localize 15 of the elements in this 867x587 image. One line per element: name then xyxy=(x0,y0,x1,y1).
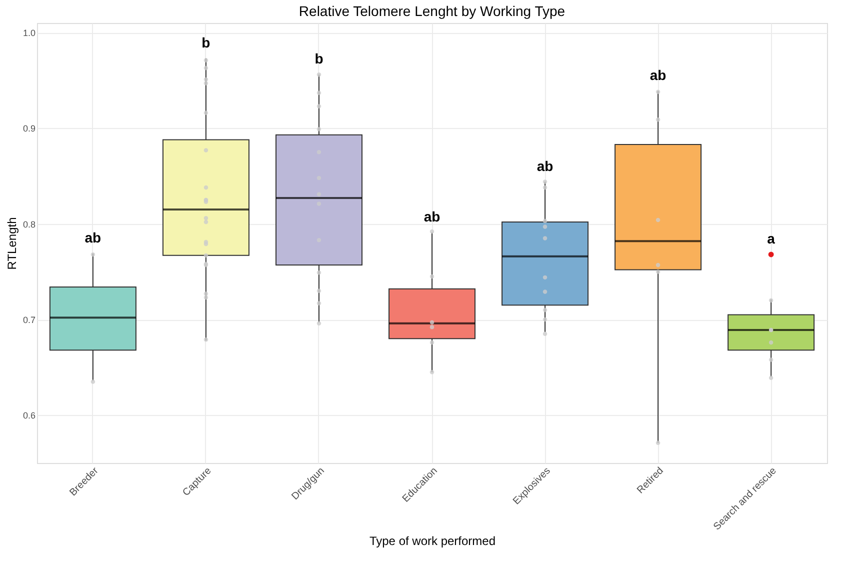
annotation: b xyxy=(202,34,210,50)
y-tick-label: 1.0 xyxy=(22,28,36,38)
y-tick-label: 0.6 xyxy=(22,410,36,421)
y-tick-label: 0.7 xyxy=(22,315,36,326)
annotation: ab xyxy=(424,208,440,224)
y-tick-label: 0.8 xyxy=(22,219,36,230)
x-axis-title: Type of work performed xyxy=(369,534,496,548)
y-axis-title: RTLength xyxy=(4,217,19,270)
annotation: ab xyxy=(536,158,554,174)
annotation: ab xyxy=(650,66,666,83)
annotation: a xyxy=(767,230,776,246)
annotation: b xyxy=(314,50,324,67)
annotation: ab xyxy=(84,230,102,246)
chart-title: Relative Telomere Lenght by Working Type xyxy=(298,3,566,19)
y-tick-label: 0.9 xyxy=(22,124,36,134)
